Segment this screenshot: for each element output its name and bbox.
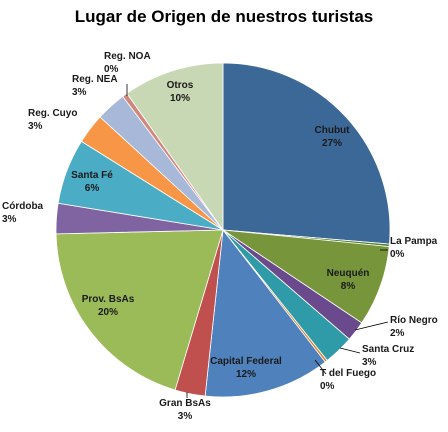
pie-slice-15: [126, 62, 224, 232]
slice-category-label: Capital Federal: [210, 356, 282, 367]
slice-category-label: Río Negro: [390, 315, 438, 326]
slice-label-15: Otros 10%: [167, 80, 194, 104]
slice-category-label: Reg. Cuyo: [28, 108, 77, 119]
pie-slice-9: [55, 229, 224, 391]
slice-category-label: Neuquén: [327, 268, 370, 279]
slice-category-label: Reg. NEA: [72, 74, 118, 85]
slice-label-13: Reg. NEA 3%: [72, 74, 118, 98]
slice-percent-label: 3%: [28, 121, 43, 132]
slice-percent-label: 3%: [178, 411, 193, 422]
pie-slices: [55, 62, 391, 398]
slice-percent-label: 12%: [236, 369, 256, 380]
slice-category-label: Prov. BsAs: [82, 294, 135, 305]
slice-percent-label: 6%: [85, 183, 100, 194]
slice-label-2: La Pampa 0%: [390, 236, 438, 260]
slice-label-7: Capital Federal 12%: [210, 356, 282, 380]
slice-category-label: Chubut: [315, 125, 351, 136]
slice-label-9: Prov. BsAs 20%: [82, 294, 135, 318]
slice-percent-label: 0%: [104, 64, 119, 75]
leader-line-4: [354, 321, 389, 331]
slice-label-1: Chubut 27%: [315, 125, 351, 149]
slice-category-label: T del Fuego: [320, 368, 376, 379]
leader-line-5: [339, 347, 361, 354]
slice-percent-label: 2%: [390, 328, 405, 339]
slice-category-label: Reg. NOA: [104, 51, 151, 62]
slice-percent-label: 27%: [322, 138, 342, 149]
slice-percent-label: 3%: [2, 214, 17, 225]
slice-percent-label: 0%: [320, 381, 335, 392]
slice-percent-label: 20%: [98, 307, 118, 318]
slice-label-8: Gran BsAs 3%: [159, 398, 211, 422]
slice-label-14: Reg. NOA 0%: [104, 51, 151, 75]
pie-labels: Chubut 27% La Pampa 0% Neuquén 8% Río Negro 2% S…: [2, 51, 438, 422]
slice-percent-label: 10%: [170, 93, 190, 104]
slice-percent-label: 0%: [390, 249, 405, 260]
slice-category-label: Córdoba: [2, 201, 44, 212]
slice-category-label: Santa Cruz: [362, 344, 414, 355]
slice-label-10: Córdoba 3%: [2, 201, 44, 225]
slice-category-label: Santa Fé: [71, 170, 113, 181]
slice-category-label: La Pampa: [390, 236, 438, 247]
slice-label-5: Santa Cruz 3%: [362, 344, 414, 368]
slice-label-4: Río Negro 2%: [390, 315, 438, 339]
slice-label-12: Reg. Cuyo 3%: [28, 108, 77, 132]
chart-title: Lugar de Origen de nuestros turistas: [74, 7, 374, 26]
slice-percent-label: 3%: [362, 357, 377, 368]
slice-percent-label: 3%: [72, 87, 87, 98]
slice-percent-label: 8%: [341, 281, 356, 292]
pie-slice-1: [222, 62, 391, 245]
slice-category-label: Otros: [167, 80, 194, 91]
slice-label-6: T del Fuego 0%: [320, 368, 376, 392]
slice-label-11: Santa Fé 6%: [71, 170, 113, 194]
leader-line-6: [314, 359, 327, 375]
slice-category-label: Gran BsAs: [159, 398, 211, 409]
slice-label-3: Neuquén 8%: [327, 268, 370, 292]
